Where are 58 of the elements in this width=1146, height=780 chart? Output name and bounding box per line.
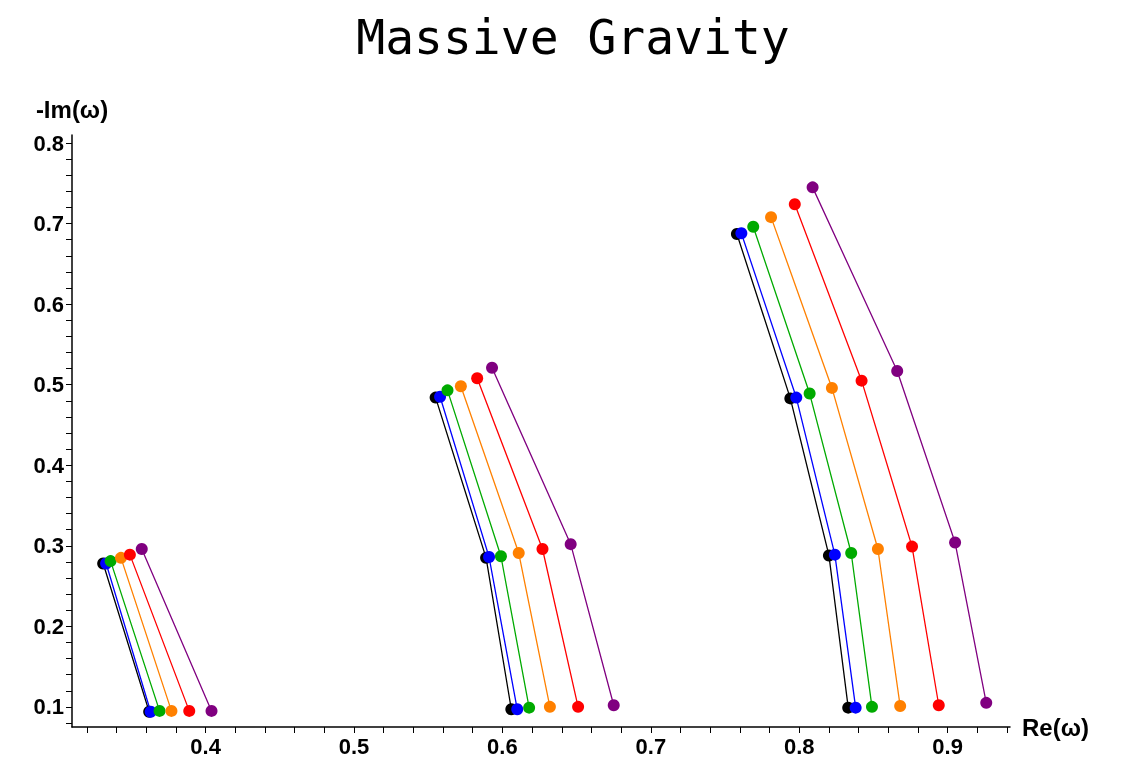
point [790, 391, 803, 404]
y-tick-label: 0.1 [33, 694, 64, 720]
point [123, 548, 136, 561]
point [828, 548, 841, 561]
y-tick-label: 0.7 [33, 211, 64, 237]
point [607, 699, 620, 712]
point [183, 704, 196, 717]
point [104, 555, 117, 568]
y-tick-label: 0.3 [33, 533, 64, 559]
point [855, 374, 868, 387]
point [932, 699, 945, 712]
point [803, 387, 816, 400]
point [849, 701, 862, 714]
point [494, 550, 507, 563]
point [825, 381, 838, 394]
point [205, 704, 218, 717]
point [564, 538, 577, 551]
x-tick-label: 0.7 [635, 733, 667, 759]
point [765, 211, 778, 224]
point [536, 543, 549, 555]
point [949, 536, 962, 549]
point [441, 384, 454, 397]
point [865, 700, 878, 713]
x-tick-label: 0.8 [783, 733, 815, 759]
point [454, 380, 467, 393]
chart-title: Massive Gravity [356, 9, 790, 65]
point [980, 696, 993, 709]
point [747, 220, 760, 233]
point [891, 365, 904, 377]
point [845, 547, 858, 560]
point [434, 390, 447, 403]
point [806, 181, 819, 194]
y-axis-title: -Im(ω) [35, 95, 109, 123]
point [135, 543, 148, 555]
point [165, 704, 178, 717]
point [543, 700, 556, 713]
point [471, 372, 484, 385]
point [572, 700, 585, 713]
x-tick-label: 0.5 [338, 733, 370, 759]
y-tick-label: 0.6 [33, 291, 64, 317]
point [512, 547, 525, 560]
x-axis-title: Re(ω) [1022, 713, 1089, 741]
point [871, 543, 884, 555]
point [523, 701, 536, 714]
point [894, 700, 907, 713]
point [906, 540, 919, 553]
point [735, 227, 748, 240]
point [153, 704, 166, 717]
point [486, 361, 499, 374]
x-tick-label: 0.6 [487, 733, 518, 759]
y-tick-label: 0.2 [33, 613, 64, 639]
y-tick-label: 0.5 [33, 372, 64, 398]
y-tick-label: 0.8 [33, 130, 64, 156]
x-tick-label: 0.4 [190, 733, 222, 759]
point [511, 703, 524, 716]
point [788, 198, 801, 211]
x-tick-label: 0.9 [932, 733, 963, 759]
y-tick-label: 0.4 [33, 452, 65, 478]
